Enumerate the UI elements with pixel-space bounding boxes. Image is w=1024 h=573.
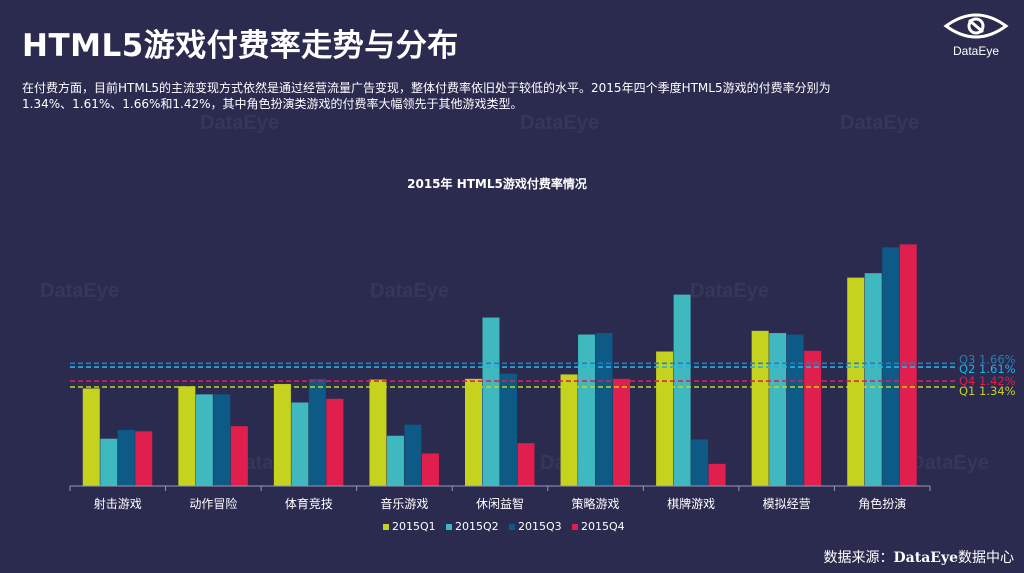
legend-label-2015Q3: 2015Q3 [518,520,562,533]
legend-swatch-2015Q2 [446,524,452,530]
bar-2015Q2-0 [100,438,118,486]
bar-2015Q1-5 [560,374,578,486]
bar-2015Q1-1 [178,386,196,486]
bar-2015Q4-3 [421,453,439,486]
bar-2015Q3-5 [595,333,613,486]
bar-2015Q3-3 [404,424,422,486]
bar-2015Q2-8 [864,273,882,486]
page-title: HTML5游戏付费率走势与分布 [22,28,459,64]
reference-label-2015Q2: Q2 1.61% [959,362,1016,376]
x-tick-label: 音乐游戏 [380,496,428,511]
x-tick-label: 模拟经营 [763,497,811,511]
x-tick-label: 角色扮演 [858,496,906,511]
bar-2015Q4-5 [613,378,631,486]
watermark: DataEye [520,112,599,134]
bar-2015Q2-6 [673,294,691,486]
logo-text: DataEye [952,44,1000,58]
reference-label-2015Q1: Q1 1.34% [959,384,1016,398]
dataeye-logo: DataEye [936,8,1016,64]
bar-2015Q4-2 [326,398,344,486]
bar-2015Q1-3 [369,379,387,486]
watermark: DataEye [40,280,119,302]
bar-2015Q2-5 [578,334,596,486]
bar-2015Q4-1 [230,426,248,486]
x-tick-label: 休闲益智 [476,496,524,511]
bar-2015Q2-4 [482,317,500,486]
bar-2015Q1-0 [82,388,100,486]
legend-label-2015Q2: 2015Q2 [455,520,499,533]
legend-label-2015Q4: 2015Q4 [581,520,625,533]
bar-2015Q3-0 [117,429,135,486]
legend-swatch-2015Q4 [572,524,578,530]
bar-2015Q1-6 [656,351,674,486]
reference-label-2015Q4: Q4 1.42% [959,374,1016,388]
watermark: DataEye [200,112,279,134]
bar-2015Q4-6 [708,463,726,486]
bar-2015Q4-4 [517,443,535,486]
x-tick-label: 体育竞技 [285,496,333,511]
bar-2015Q1-4 [465,378,482,486]
chart-title: 2015年 HTML5游戏付费率情况 [407,176,587,191]
x-tick-label: 棋牌游戏 [667,497,715,511]
source-suffix: 数据中心 [958,550,1014,566]
legend-swatch-2015Q3 [509,524,515,530]
bar-2015Q1-2 [273,384,291,486]
bar-2015Q3-1 [213,394,231,486]
watermark: DataEye [370,280,449,302]
bar-2015Q4-0 [135,431,153,486]
description: 在付费方面，目前HTML5的主流变现方式依然是通过经营流量广告变现，整体付费率依… [22,80,982,112]
eye-icon [943,13,1009,39]
bar-2015Q4-7 [804,350,822,486]
x-tick-label: 策略游戏 [572,496,620,511]
legend-label-2015Q1: 2015Q1 [392,520,436,533]
x-tick-label: 射击游戏 [94,496,142,511]
source-brand: DataEye [893,550,958,566]
bar-2015Q3-4 [500,373,517,486]
x-tick-label: 动作冒险 [189,496,237,511]
bar-2015Q1-7 [751,330,769,486]
bar-2015Q3-7 [786,334,804,486]
bar-2015Q3-2 [308,378,326,486]
bar-2015Q2-1 [195,394,213,486]
bar-2015Q2-3 [386,435,404,486]
source-prefix: 数据来源： [823,550,894,566]
reference-label-2015Q3: Q3 1.66% [959,352,1016,366]
bar-2015Q3-6 [691,439,709,486]
watermark: DataEye [690,280,769,302]
bar-2015Q2-2 [291,402,309,486]
source-note: 数据来源：DataEye数据中心 [824,547,1014,567]
description-line-2: 1.34%、1.61%、1.66%和1.42%，其中角色扮演类游戏的付费率大幅领… [22,97,523,111]
bar-2015Q2-7 [769,333,787,486]
watermark: DataEye [840,112,919,134]
watermark: DataEye [910,452,989,474]
bar-2015Q4-8 [899,244,917,486]
description-line-1: 在付费方面，目前HTML5的主流变现方式依然是通过经营流量广告变现，整体付费率依… [22,81,831,95]
legend-swatch-2015Q1 [383,524,389,530]
